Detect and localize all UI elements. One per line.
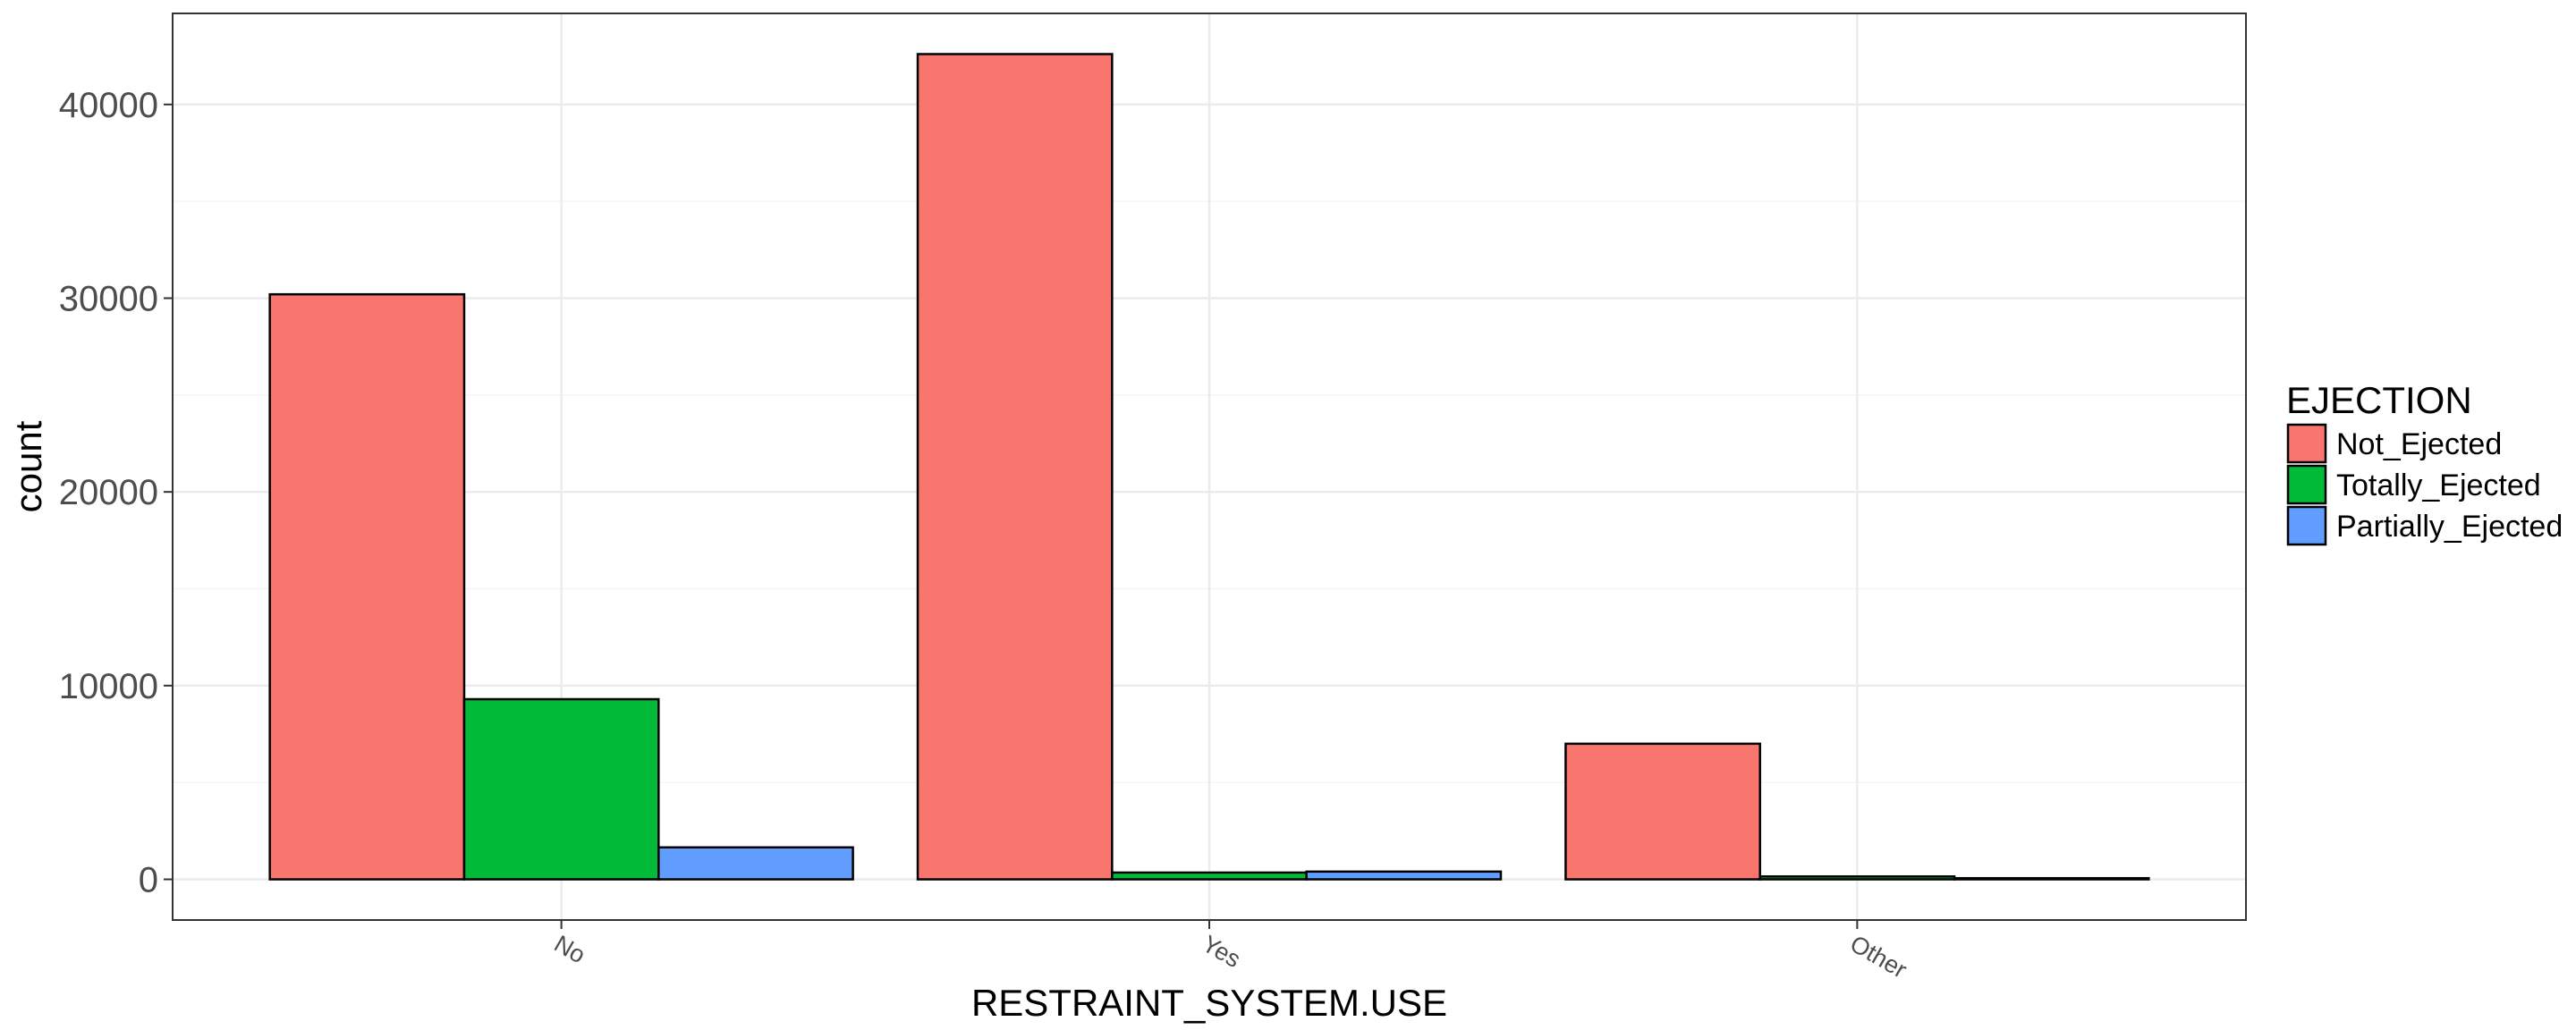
bars [268, 53, 2150, 881]
y-axis-ticks: 0 10000 20000 30000 40000 [59, 86, 173, 900]
y-axis-title: count [7, 420, 49, 512]
bar-partially-ejected-yes [1305, 870, 1503, 881]
x-axis-ticks: No Yes Other [550, 920, 1911, 984]
legend-key-partially-ejected [2286, 505, 2327, 546]
bar-totally-ejected-other [1758, 875, 1956, 881]
legend: EJECTION Not_Ejected Totally_Ejected Parti… [2286, 379, 2563, 546]
legend-label: Partially_Ejected [2336, 510, 2563, 544]
bar-not-ejected-yes [916, 53, 1114, 881]
legend-key-totally-ejected [2286, 464, 2327, 505]
bar-partially-ejected-other [1953, 876, 2150, 881]
y-tick-label: 0 [139, 861, 158, 900]
y-tick-label: 10000 [59, 667, 158, 706]
x-tick-label: Other [1845, 930, 1911, 984]
bar-not-ejected-other [1564, 742, 1761, 881]
y-tick-label: 30000 [59, 280, 158, 319]
y-tick-label: 40000 [59, 86, 158, 125]
legend-label: Totally_Ejected [2336, 469, 2541, 502]
bar-totally-ejected-no [462, 697, 660, 881]
x-axis-title: RESTRAINT_SYSTEM.USE [971, 982, 1447, 1024]
legend-label: Not_Ejected [2336, 427, 2502, 461]
bar-partially-ejected-no [657, 846, 854, 881]
x-tick-label: No [550, 930, 590, 968]
legend-title: EJECTION [2286, 379, 2472, 421]
x-tick-label: Yes [1198, 930, 1245, 973]
bar-totally-ejected-yes [1111, 871, 1308, 881]
y-tick-label: 20000 [59, 473, 158, 512]
legend-key-not-ejected [2286, 423, 2327, 464]
bar-not-ejected-no [268, 292, 466, 881]
